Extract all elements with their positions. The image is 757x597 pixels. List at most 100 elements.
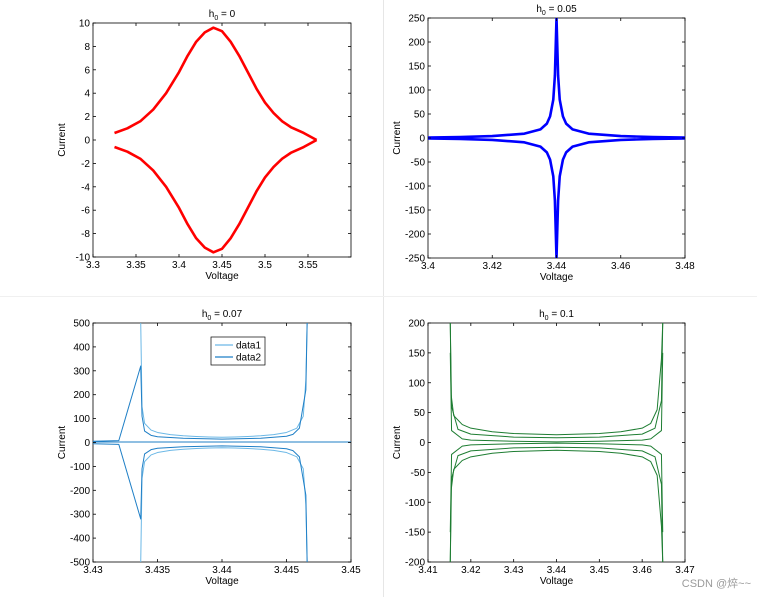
y-tick-label: 4 [84,89,90,100]
y-tick-label: -300 [70,510,90,521]
plot-area [92,22,352,258]
x-tick-label: 3.44 [212,565,232,576]
x-tick-label: 3.42 [483,261,503,272]
y-tick-label: -6 [81,206,90,217]
legend-label: data2 [236,353,261,364]
y-tick-label: -200 [405,558,425,569]
series-line-1 [449,323,664,436]
series-group [449,323,664,562]
y-tick-label: -200 [405,230,425,241]
x-tick-label: 3.45 [590,565,610,576]
y-axis-label: Current [392,121,403,155]
series-group [114,26,318,254]
y-tick-label: 100 [73,414,90,425]
y-tick-label: 150 [408,62,425,73]
y-tick-label: -500 [70,558,90,569]
y-tick-label: 0 [84,438,90,449]
x-tick-label: 3.46 [632,565,652,576]
title-rest: = 0.1 [549,309,575,320]
y-tick-label: 300 [73,366,90,377]
y-tick-label: 150 [408,348,425,359]
series-line-4 [93,443,308,562]
x-tick-label: 3.5 [258,260,272,271]
chart-title: h0 = 0.05 [536,4,577,17]
chart-2: 3.4 3.42 3.44 3.46 3.48 -250 -200 -150 -100 -50 0 5… [392,4,695,283]
x-tick-label: 3.445 [274,565,299,576]
y-tick-label: 100 [408,378,425,389]
y-tick-label: 500 [73,319,90,330]
title-rest: = 0.07 [211,309,242,320]
y-tick-label: -150 [405,206,425,217]
x-tick-label: 3.4 [421,261,435,272]
series-line-6 [449,442,664,533]
x-tick-label: 3.47 [675,565,695,576]
legend-box [210,336,266,366]
x-tick-label: 3.3 [86,260,100,271]
legend-label: data1 [236,341,261,352]
x-tick-label: 3.45 [212,260,232,271]
title-rest: = 0 [218,9,235,20]
series-group [93,323,351,562]
series-line-1 [114,26,318,142]
vertical-divider [383,0,384,597]
x-tick-label: 3.43 [83,565,103,576]
y-tick-label: 0 [84,136,90,147]
series-line-2 [428,137,685,258]
title-subscript: 0 [207,315,211,322]
y-tick-label: -2 [81,159,90,170]
title-subscript: 0 [542,10,546,17]
y-tick-label: 400 [73,342,90,353]
title-main: h [536,4,542,15]
x-tick-label: 3.44 [547,261,567,272]
title-main: h [202,309,208,320]
title-rest: = 0.05 [546,4,577,15]
x-tick-label: 3.46 [611,261,631,272]
x-tick-label: 3.44 [547,565,567,576]
y-tick-label: -50 [411,158,426,169]
x-tick-label: 3.42 [461,565,481,576]
title-subscript: 0 [545,315,549,322]
series-line-5 [449,352,664,443]
chart-title: h0 = 0.1 [539,309,574,322]
y-tick-label: -50 [411,468,426,479]
y-tick-label: 6 [84,65,90,76]
y-tick-label: 10 [79,19,91,30]
series-line-1 [428,18,685,139]
title-main: h [539,309,545,320]
y-tick-label: 0 [419,134,425,145]
y-axis-label: Current [392,426,403,460]
y-axis-label: Current [57,426,68,460]
series-line-2 [449,449,664,562]
series-line-2 [114,138,318,254]
chart-4: 3.41 3.42 3.43 3.44 3.45 3.46 3.47 -200 -150 -100… [392,309,695,587]
series-line-4 [449,446,664,562]
y-tick-label: 50 [414,110,426,121]
chart-1: 3.3 3.35 3.4 3.45 3.5 3.55 -10 -8 -6 -4 -2 0 2 4 6 8 10 h… [57,9,352,282]
y-tick-label: 100 [408,86,425,97]
x-axis-label: Voltage [205,271,239,282]
y-tick-label: 0 [419,438,425,449]
x-tick-label: 3.55 [298,260,318,271]
series-line-2 [140,447,308,562]
y-tick-label: -100 [405,498,425,509]
y-tick-label: -250 [405,254,425,265]
x-tick-label: 3.43 [504,565,524,576]
horizontal-divider [0,296,757,297]
x-axis-label: Voltage [205,576,239,587]
x-tick-label: 3.435 [145,565,170,576]
x-tick-label: 3.48 [675,261,695,272]
x-tick-label: 3.41 [418,565,438,576]
y-tick-label: -100 [405,182,425,193]
series-line-1 [140,323,308,438]
x-axis-label: Voltage [540,576,574,587]
y-tick-label: 200 [408,319,425,330]
y-axis-label: Current [57,123,68,157]
series-group [428,18,685,258]
x-tick-label: 3.45 [341,565,361,576]
y-tick-label: 50 [414,408,426,419]
plot-area [427,322,686,563]
y-tick-label: 200 [73,390,90,401]
y-tick-label: -8 [81,229,90,240]
